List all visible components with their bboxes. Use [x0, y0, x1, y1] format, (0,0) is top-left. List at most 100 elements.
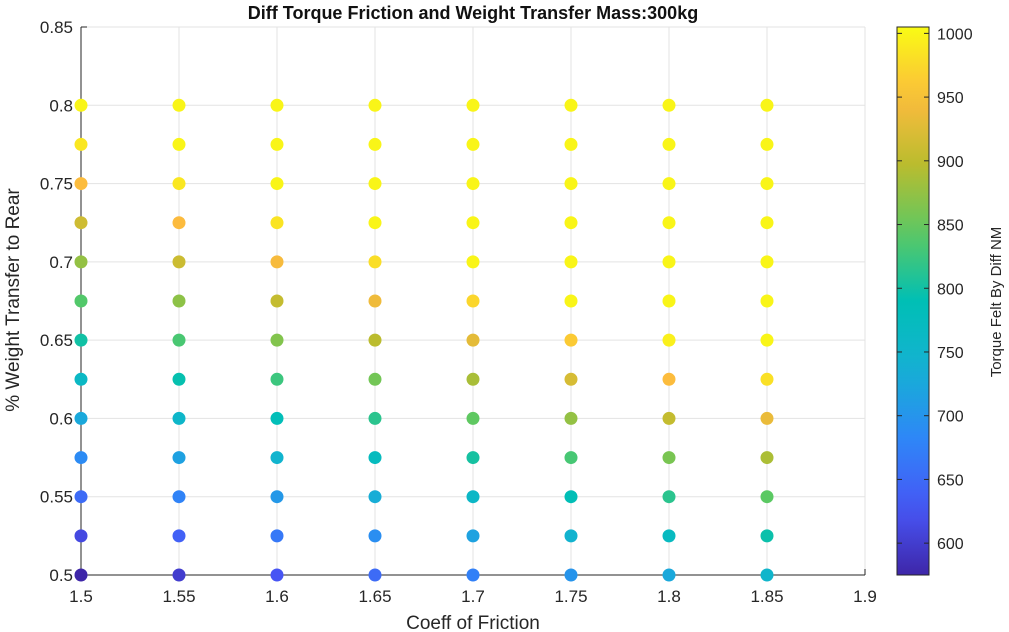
data-point	[270, 98, 284, 112]
data-point	[662, 411, 676, 425]
colorbar: 600 650 700 750 800 850 900 950 1000	[896, 26, 973, 576]
data-point	[760, 568, 774, 582]
data-point	[760, 177, 774, 191]
y-tick-labels: 0.5 0.55 0.6 0.65 0.7 0.75 0.8 0.85	[40, 18, 73, 585]
data-point	[760, 216, 774, 230]
y-tick-label: 0.5	[49, 566, 73, 585]
colorbar-scale	[896, 26, 930, 576]
data-point	[270, 333, 284, 347]
data-point	[564, 98, 578, 112]
data-point	[564, 137, 578, 151]
data-point	[466, 372, 480, 386]
x-tick-label: 1.9	[853, 587, 877, 606]
data-point	[270, 568, 284, 582]
data-point	[760, 411, 774, 425]
data-point	[368, 411, 382, 425]
data-point	[368, 372, 382, 386]
x-axis-label: Coeff of Friction	[406, 613, 540, 632]
x-tick-label: 1.7	[461, 587, 485, 606]
data-point	[172, 529, 186, 543]
colorbar-tick-label: 850	[937, 218, 964, 235]
data-point	[662, 529, 676, 543]
data-point	[760, 294, 774, 308]
data-point	[368, 98, 382, 112]
data-point	[466, 411, 480, 425]
x-tick-label: 1.6	[265, 587, 289, 606]
data-point	[564, 177, 578, 191]
data-point	[466, 177, 480, 191]
data-point	[270, 411, 284, 425]
data-point	[662, 294, 676, 308]
data-point	[466, 294, 480, 308]
data-point	[760, 333, 774, 347]
data-point	[74, 137, 88, 151]
data-point	[662, 490, 676, 504]
data-point	[564, 451, 578, 465]
data-point	[662, 568, 676, 582]
data-point	[760, 529, 774, 543]
y-tick-label: 0.7	[49, 253, 73, 272]
y-tick-label: 0.75	[40, 175, 73, 194]
colorbar-tick-label: 650	[937, 472, 964, 489]
data-point	[270, 177, 284, 191]
data-point	[368, 216, 382, 230]
x-tick-labels: 1.5 1.55 1.6 1.65 1.7 1.75 1.8 1.85 1.9	[69, 587, 877, 606]
chart-title: Diff Torque Friction and Weight Transfer…	[248, 3, 698, 23]
data-point	[564, 411, 578, 425]
data-point	[368, 529, 382, 543]
data-point	[466, 568, 480, 582]
colorbar-tick-label: 950	[937, 90, 964, 107]
data-points	[74, 98, 774, 582]
data-point	[564, 529, 578, 543]
data-point	[564, 255, 578, 269]
data-point	[74, 372, 88, 386]
data-point	[368, 451, 382, 465]
data-point	[270, 490, 284, 504]
x-tick-label: 1.75	[554, 587, 587, 606]
data-point	[466, 490, 480, 504]
y-tick-label: 0.6	[49, 409, 73, 428]
data-point	[368, 490, 382, 504]
data-point	[270, 451, 284, 465]
data-point	[466, 529, 480, 543]
x-tick-label: 1.5	[69, 587, 93, 606]
data-point	[564, 568, 578, 582]
data-point	[172, 216, 186, 230]
data-point	[368, 568, 382, 582]
data-point	[172, 333, 186, 347]
data-point	[368, 255, 382, 269]
y-axis-label: % Weight Transfer to Rear	[3, 188, 24, 412]
data-point	[564, 490, 578, 504]
colorbar-tick-label: 600	[937, 536, 964, 553]
data-point	[662, 216, 676, 230]
data-point	[760, 255, 774, 269]
data-point	[172, 294, 186, 308]
data-point	[760, 98, 774, 112]
data-point	[172, 372, 186, 386]
data-point	[466, 137, 480, 151]
data-point	[74, 490, 88, 504]
data-point	[368, 294, 382, 308]
colorbar-tick-label: 900	[937, 154, 964, 171]
data-point	[270, 137, 284, 151]
data-point	[270, 255, 284, 269]
x-tick-label: 1.65	[358, 587, 391, 606]
data-point	[74, 529, 88, 543]
data-point	[466, 98, 480, 112]
data-point	[466, 451, 480, 465]
data-point	[74, 255, 88, 269]
y-tick-label: 0.65	[40, 331, 73, 350]
data-point	[368, 333, 382, 347]
data-point	[270, 529, 284, 543]
colorbar-tick-label: 800	[937, 281, 964, 298]
data-point	[466, 333, 480, 347]
data-point	[662, 255, 676, 269]
colorbar-label: Torque Felt By Diff NM	[988, 227, 1005, 378]
data-point	[564, 372, 578, 386]
data-point	[270, 372, 284, 386]
y-tick-label: 0.8	[49, 96, 73, 115]
data-point	[172, 411, 186, 425]
data-point	[564, 333, 578, 347]
data-point	[760, 137, 774, 151]
colorbar-tick-label: 1000	[937, 26, 973, 43]
